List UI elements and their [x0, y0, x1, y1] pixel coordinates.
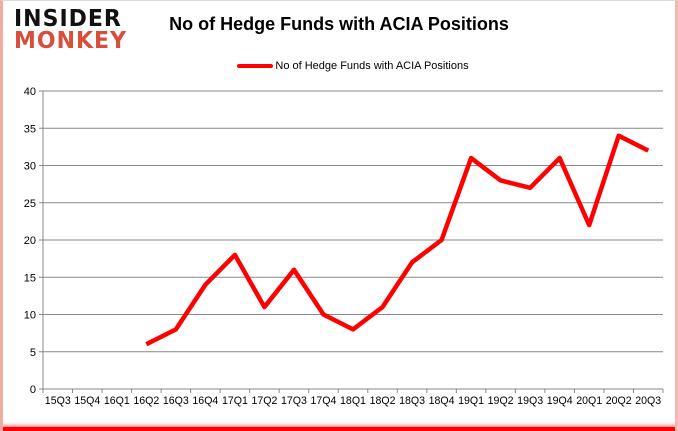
x-tick-label: 16Q1: [104, 395, 130, 407]
y-tick-label: 10: [24, 310, 36, 322]
legend-line-swatch: [237, 64, 274, 68]
y-tick-label: 25: [24, 198, 36, 210]
chart-title: No of Hedge Funds with ACIA Positions: [169, 14, 509, 34]
legend: No of Hedge Funds with ACIA Positions: [43, 60, 663, 72]
x-tick-label: 16Q4: [192, 395, 218, 407]
x-tick-label: 20Q1: [576, 395, 602, 407]
y-tick-label: 15: [24, 272, 36, 284]
x-tick-label: 18Q4: [429, 395, 455, 407]
x-tick-label: 17Q2: [251, 395, 277, 407]
y-tick-label: 35: [24, 123, 36, 135]
logo-insider-text: INSIDER: [14, 5, 122, 33]
x-tick-label: 16Q3: [163, 395, 189, 407]
x-tick-label: 19Q2: [488, 395, 514, 407]
y-tick-label: 20: [24, 235, 36, 247]
x-tick-label: 17Q1: [222, 395, 248, 407]
x-tick-label: 20Q3: [635, 395, 661, 407]
x-tick-label: 18Q3: [399, 395, 425, 407]
x-tick-label: 20Q2: [606, 395, 632, 407]
x-tick-label: 17Q4: [311, 395, 337, 407]
x-tick-label: 15Q3: [45, 395, 71, 407]
x-tick-label: 19Q3: [517, 395, 543, 407]
y-tick-label: 5: [30, 347, 36, 359]
legend-label: No of Hedge Funds with ACIA Positions: [275, 60, 469, 72]
x-tick-label: 19Q4: [547, 395, 573, 407]
bottom-red-glow: [3, 427, 675, 431]
x-tick-label: 15Q4: [74, 395, 100, 407]
logo-monkey-text: MONKEY: [14, 27, 128, 55]
x-tick-label: 17Q3: [281, 395, 307, 407]
y-tick-label: 40: [24, 86, 36, 98]
y-tick-label: 30: [24, 161, 36, 173]
x-tick-label: 16Q2: [133, 395, 159, 407]
x-tick-label: 19Q1: [458, 395, 484, 407]
line-chart-canvas: 0 5 10 15 20 25 30 35 40 15Q3 15Q4 16Q1 16Q2 16Q3 16Q4…: [24, 86, 664, 407]
x-tick-label: 18Q2: [370, 395, 396, 407]
insider-monkey-logo: INSIDER MONKEY: [14, 5, 128, 55]
x-tick-label: 18Q1: [340, 395, 366, 407]
y-tick-label: 0: [30, 384, 36, 396]
data-series-line: [145, 133, 650, 347]
